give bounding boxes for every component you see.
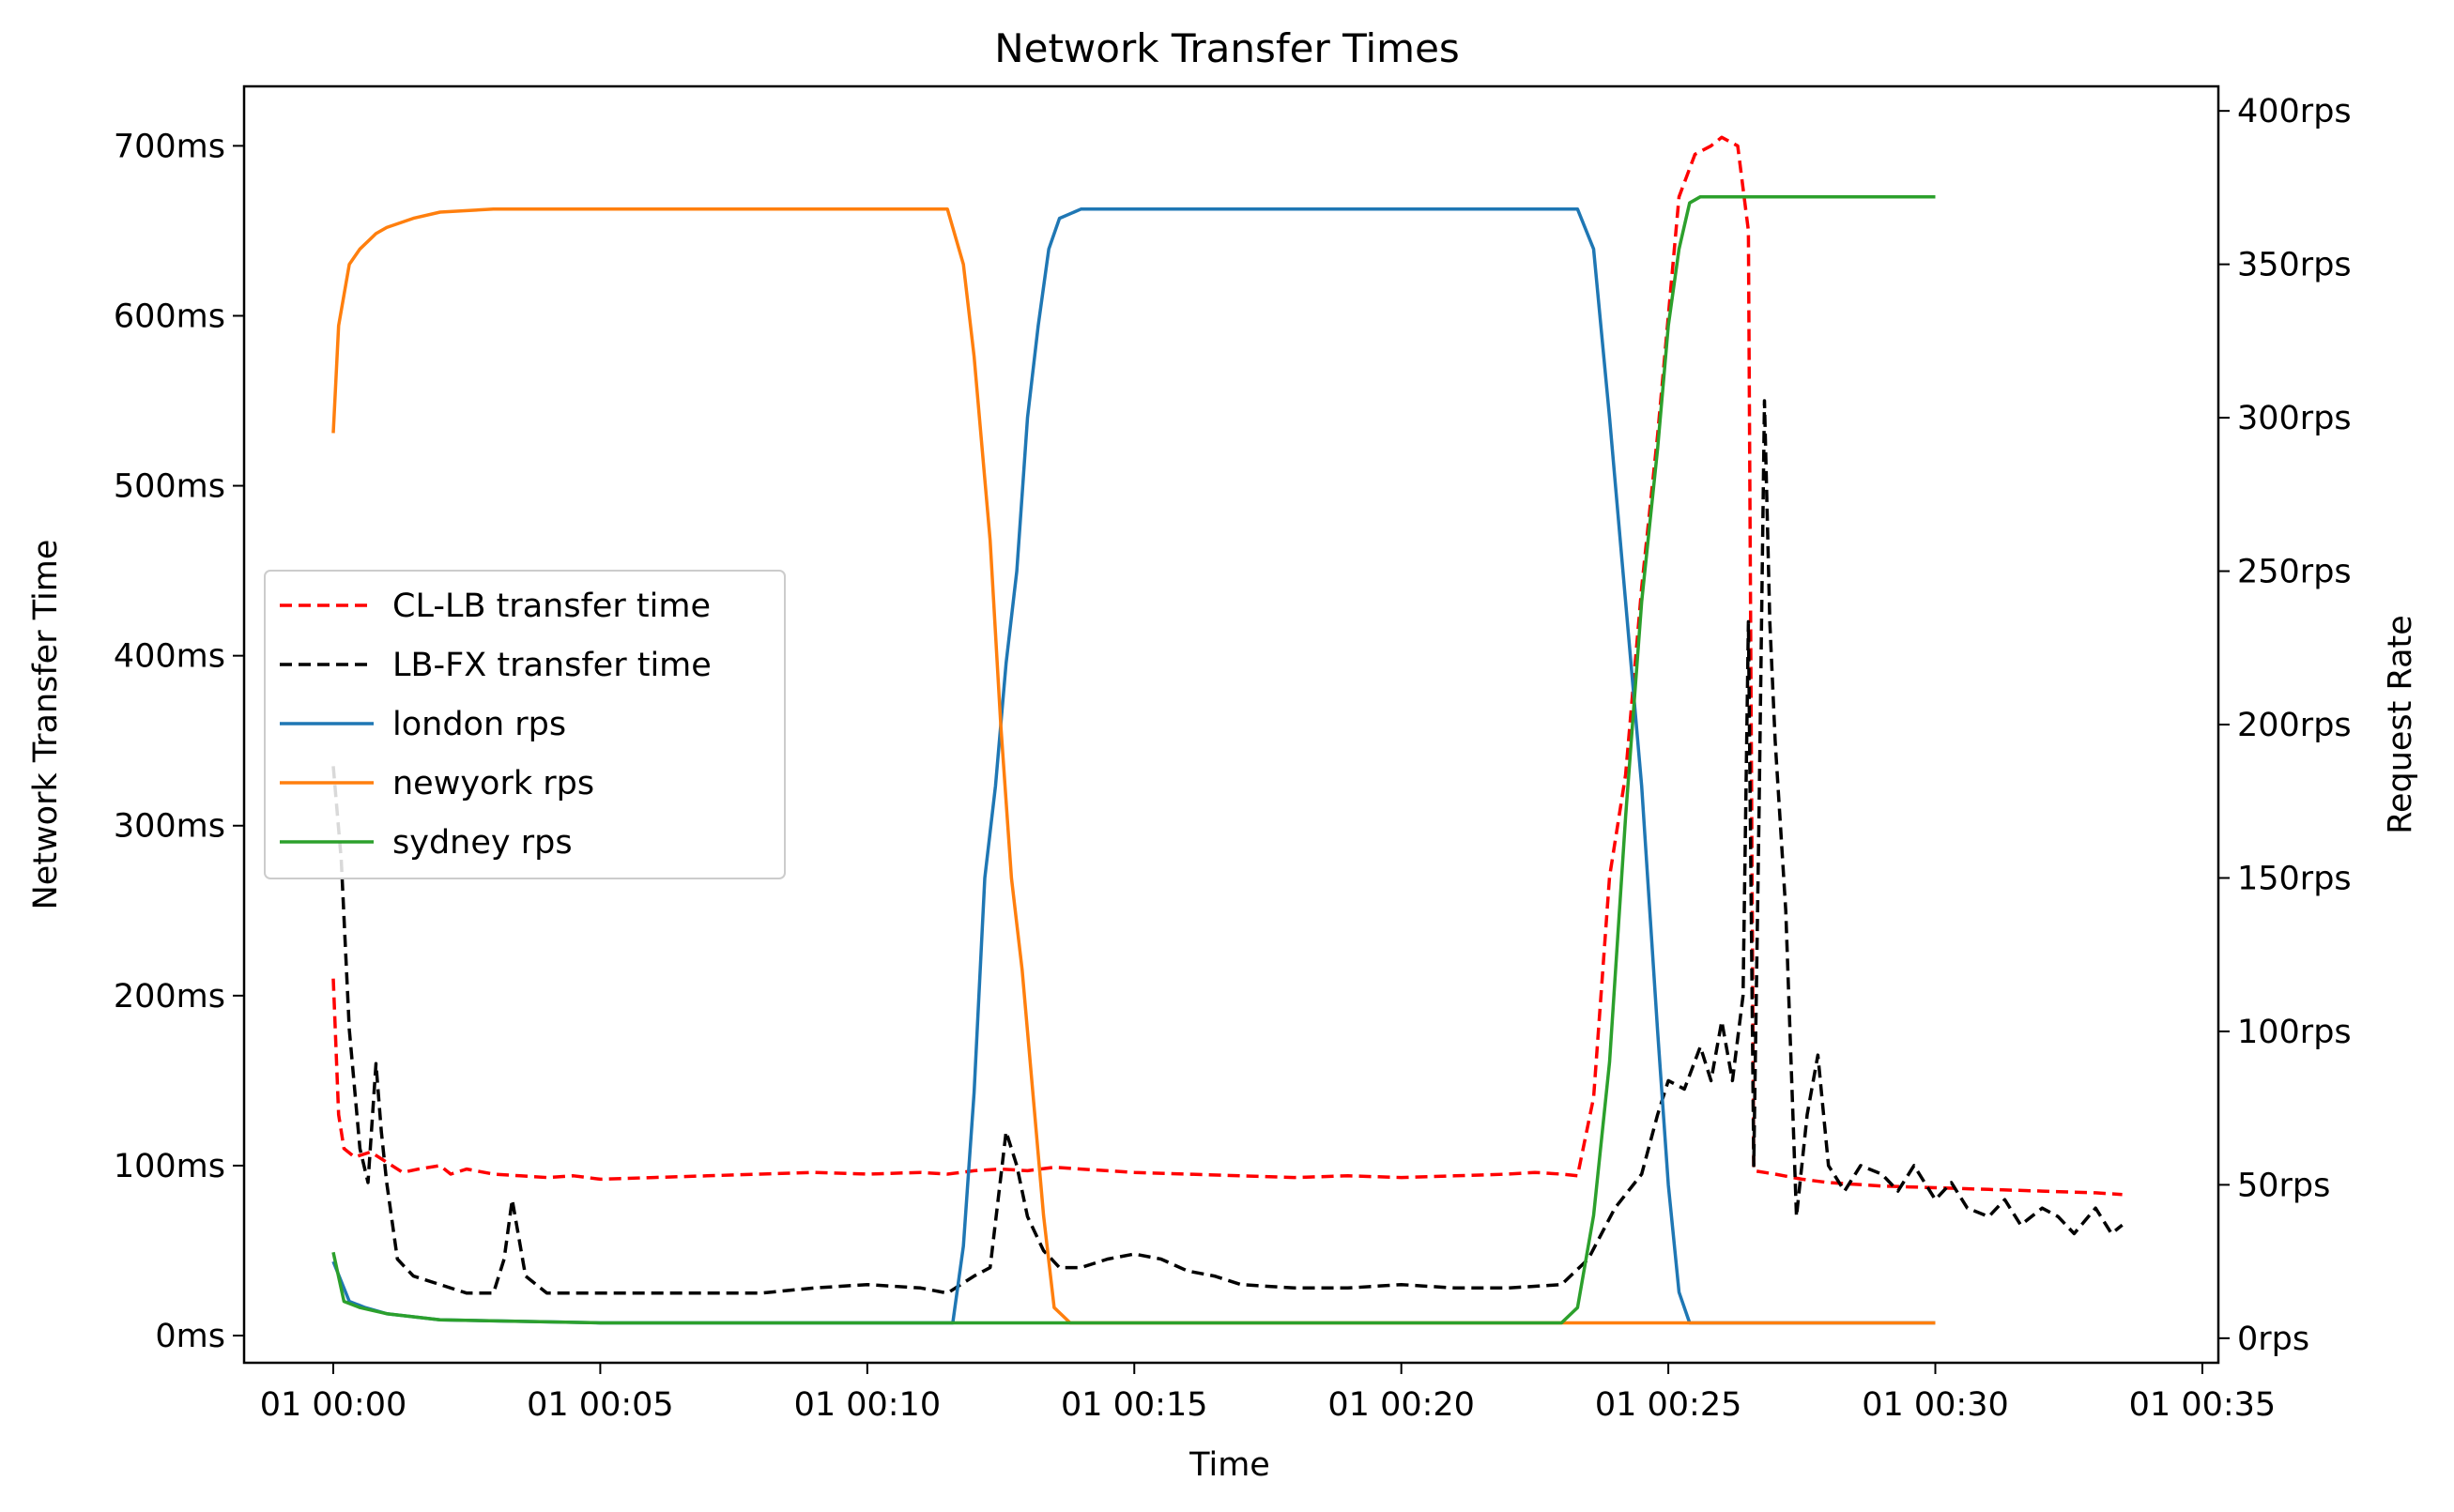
legend: CL-LB transfer time LB-FX transfer time lo… xyxy=(264,570,786,879)
series-line-newyork-rps xyxy=(331,207,1936,1325)
x-tick-label: 01 00:35 xyxy=(2129,1386,2277,1424)
y-axis-left-title: Network Transfer Time xyxy=(27,540,65,910)
x-tick-label: 01 00:30 xyxy=(1862,1386,2009,1424)
x-tick-label: 01 00:20 xyxy=(1327,1386,1475,1424)
legend-box xyxy=(264,570,786,879)
legend-label: LB-FX transfer time xyxy=(392,647,712,684)
x-tick-label: 01 00:05 xyxy=(527,1386,674,1424)
y-right-tick-label: 400rps xyxy=(2237,93,2352,130)
y-left-tick-label: 400ms xyxy=(114,638,225,676)
y-axis-left: 0ms 100ms 200ms 300ms 400ms 500ms 600ms 700ms xyxy=(114,128,244,1355)
x-axis: 01 00:00 01 00:05 01 00:10 01 00:15 01 00:20… xyxy=(260,1363,2276,1424)
y-left-tick-label: 700ms xyxy=(114,128,225,165)
x-tick-label: 01 00:15 xyxy=(1061,1386,1208,1424)
y-right-tick-label: 0rps xyxy=(2237,1321,2309,1358)
y-left-tick-label: 100ms xyxy=(114,1148,225,1185)
legend-label: sydney rps xyxy=(392,824,573,862)
y-right-tick-label: 100rps xyxy=(2237,1014,2352,1051)
y-left-tick-label: 600ms xyxy=(114,298,225,335)
y-right-tick-label: 350rps xyxy=(2237,247,2352,284)
x-tick-label: 01 00:00 xyxy=(260,1386,407,1424)
chart-title: Network Transfer Times xyxy=(994,25,1460,71)
y-right-tick-label: 200rps xyxy=(2237,707,2352,744)
y-right-tick-label: 150rps xyxy=(2237,860,2352,897)
y-axis-right: 0rps 50rps 100rps 150rps 200rps 250rps 300rps 3… xyxy=(2218,93,2352,1358)
legend-label: london rps xyxy=(392,706,566,743)
series-line-lb-fx-transfer-time xyxy=(331,399,2124,1295)
y-left-tick-label: 0ms xyxy=(155,1318,225,1355)
series-line-sydney-rps xyxy=(331,194,1936,1325)
y-left-tick-label: 200ms xyxy=(114,978,225,1016)
y-axis-right-title: Request Rate xyxy=(2382,615,2419,834)
y-left-tick-label: 500ms xyxy=(114,468,225,506)
x-tick-label: 01 00:10 xyxy=(794,1386,942,1424)
legend-label: newyork rps xyxy=(392,765,594,802)
x-axis-title: Time xyxy=(1189,1446,1270,1484)
legend-label: CL-LB transfer time xyxy=(392,588,711,625)
plot-lines xyxy=(331,135,2124,1325)
y-left-tick-label: 300ms xyxy=(114,808,225,846)
y-right-tick-label: 250rps xyxy=(2237,554,2352,591)
x-tick-label: 01 00:25 xyxy=(1595,1386,1742,1424)
y-right-tick-label: 300rps xyxy=(2237,400,2352,437)
y-right-tick-label: 50rps xyxy=(2237,1167,2330,1204)
